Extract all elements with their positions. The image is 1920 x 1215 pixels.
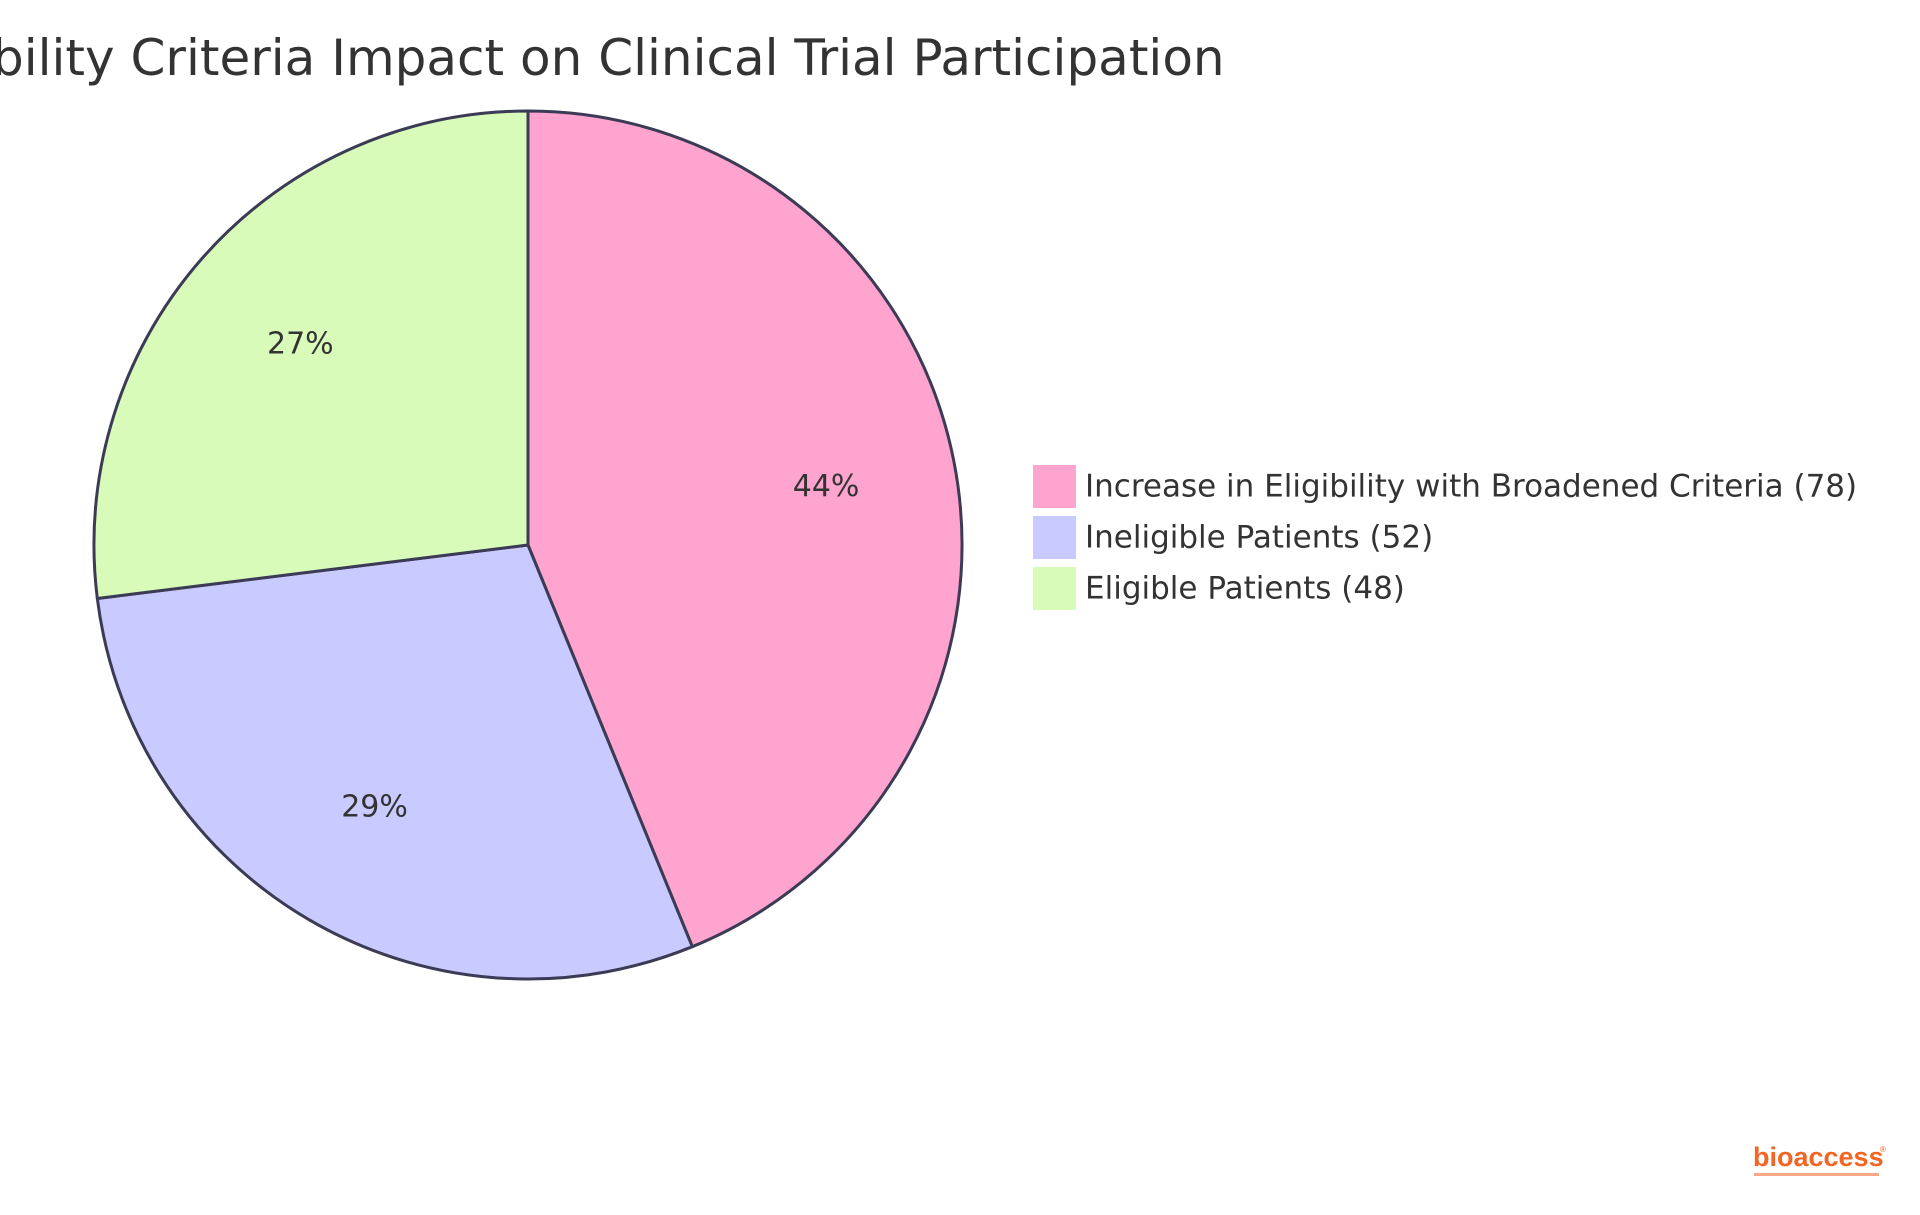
pie-slices (92, 109, 964, 981)
legend-swatch-1 (1033, 516, 1076, 559)
pie-slice-2 (92, 109, 530, 600)
pie-slice-1 (95, 543, 694, 981)
chart-title: bility Criteria Impact on Clinical Trial… (0, 29, 1225, 87)
legend-item-2: Eligible Patients (48) (1033, 567, 1405, 610)
pie-slice-label-0: 44% (793, 469, 860, 504)
pie-slice-0 (526, 109, 964, 949)
legend-label-0: Increase in Eligibility with Broadened C… (1085, 469, 1857, 505)
legend-swatch-2 (1033, 567, 1076, 610)
bioaccess-logo: bioaccess ® (1753, 1142, 1886, 1176)
logo-registered-mark: ® (1880, 1145, 1886, 1154)
pie-slice-label-2: 27% (267, 326, 334, 361)
logo-tagline (1754, 1173, 1879, 1176)
legend: Increase in Eligibility with Broadened C… (1033, 465, 1857, 610)
legend-label-1: Ineligible Patients (52) (1085, 520, 1433, 556)
legend-swatch-0 (1033, 465, 1076, 508)
legend-item-1: Ineligible Patients (52) (1033, 516, 1433, 559)
pie-slice-label-1: 29% (341, 790, 408, 825)
legend-item-0: Increase in Eligibility with Broadened C… (1033, 465, 1857, 508)
pie-slice-labels: 44% 29% 27% (267, 326, 859, 824)
logo-text: bioaccess (1753, 1142, 1884, 1172)
legend-label-2: Eligible Patients (48) (1085, 571, 1405, 607)
